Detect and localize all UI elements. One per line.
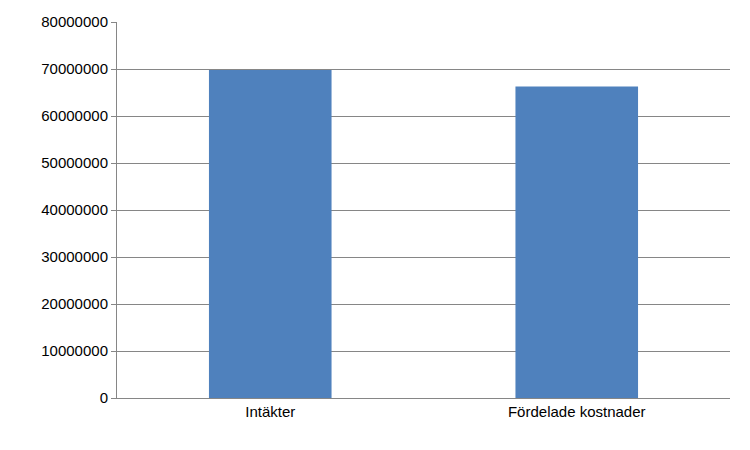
svg-text:0: 0 — [100, 389, 108, 406]
svg-text:80000000: 80000000 — [41, 13, 108, 30]
svg-text:10000000: 10000000 — [41, 342, 108, 359]
svg-text:20000000: 20000000 — [41, 295, 108, 312]
svg-text:60000000: 60000000 — [41, 107, 108, 124]
svg-text:Intäkter: Intäkter — [245, 403, 295, 420]
svg-text:40000000: 40000000 — [41, 201, 108, 218]
svg-text:50000000: 50000000 — [41, 154, 108, 171]
svg-text:Fördelade kostnader: Fördelade kostnader — [508, 403, 646, 420]
svg-text:70000000: 70000000 — [41, 60, 108, 77]
svg-text:30000000: 30000000 — [41, 248, 108, 265]
